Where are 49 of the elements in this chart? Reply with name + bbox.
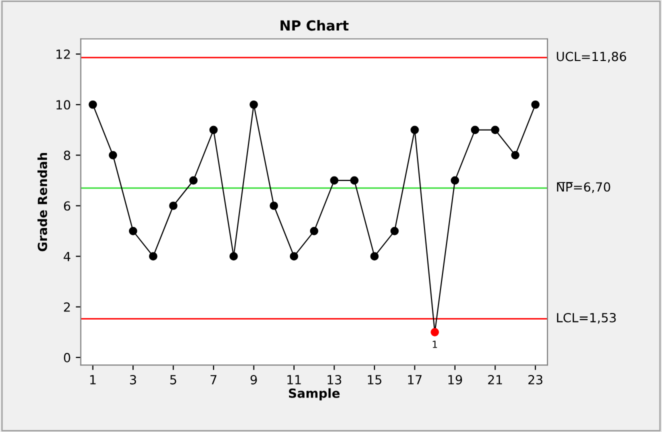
x-tick-label: 5 xyxy=(170,375,176,384)
ref-line-label: N̅P̅=6,70 xyxy=(557,182,610,193)
point xyxy=(229,252,238,260)
point xyxy=(290,252,298,260)
x-tick-label: 3 xyxy=(130,374,136,384)
annotation: 1 xyxy=(432,340,438,348)
point xyxy=(330,176,338,185)
x-tick-label: 1 xyxy=(90,375,96,384)
y-axis-title: Grade Rendah xyxy=(37,152,48,252)
point xyxy=(491,126,500,134)
point xyxy=(310,226,318,236)
x-tick-label: 13 xyxy=(328,374,342,384)
x-tick-label: 21 xyxy=(488,374,502,384)
x-tick-label: 17 xyxy=(408,375,422,384)
point xyxy=(149,252,158,260)
y-tick-label: 4 xyxy=(64,252,70,262)
point xyxy=(189,176,198,185)
x-tick-label: 11 xyxy=(287,375,301,384)
y-tick-label: 0 xyxy=(64,352,70,362)
point xyxy=(128,226,138,236)
point xyxy=(531,100,540,109)
x-tick-label: 15 xyxy=(368,375,382,384)
x-tick-label: 7 xyxy=(210,375,216,384)
y-tick-label: 10 xyxy=(56,100,70,110)
point xyxy=(450,176,460,185)
point xyxy=(410,126,419,134)
point xyxy=(88,100,97,109)
point xyxy=(430,328,439,336)
point xyxy=(470,126,480,134)
x-tick-label: 19 xyxy=(448,374,462,384)
point xyxy=(390,226,399,236)
y-tick-label: 2 xyxy=(64,302,70,312)
point xyxy=(108,151,118,160)
x-tick-label: 23 xyxy=(528,374,542,384)
x-tick-label: 9 xyxy=(250,374,257,384)
point xyxy=(350,176,359,185)
point xyxy=(250,100,258,109)
point xyxy=(370,252,379,260)
point xyxy=(209,126,218,134)
x-axis-title: Sample xyxy=(288,388,340,400)
y-tick-label: 8 xyxy=(64,150,70,160)
point xyxy=(511,151,520,160)
point xyxy=(169,202,178,210)
ref-line-label: UCL=11,86 xyxy=(556,52,626,62)
chart-title: NP Chart xyxy=(280,20,349,31)
y-tick-label: 6 xyxy=(64,201,70,211)
ref-line-label: LCL=1,53 xyxy=(557,312,616,324)
point xyxy=(270,202,278,210)
y-tick-label: 12 xyxy=(56,50,70,59)
